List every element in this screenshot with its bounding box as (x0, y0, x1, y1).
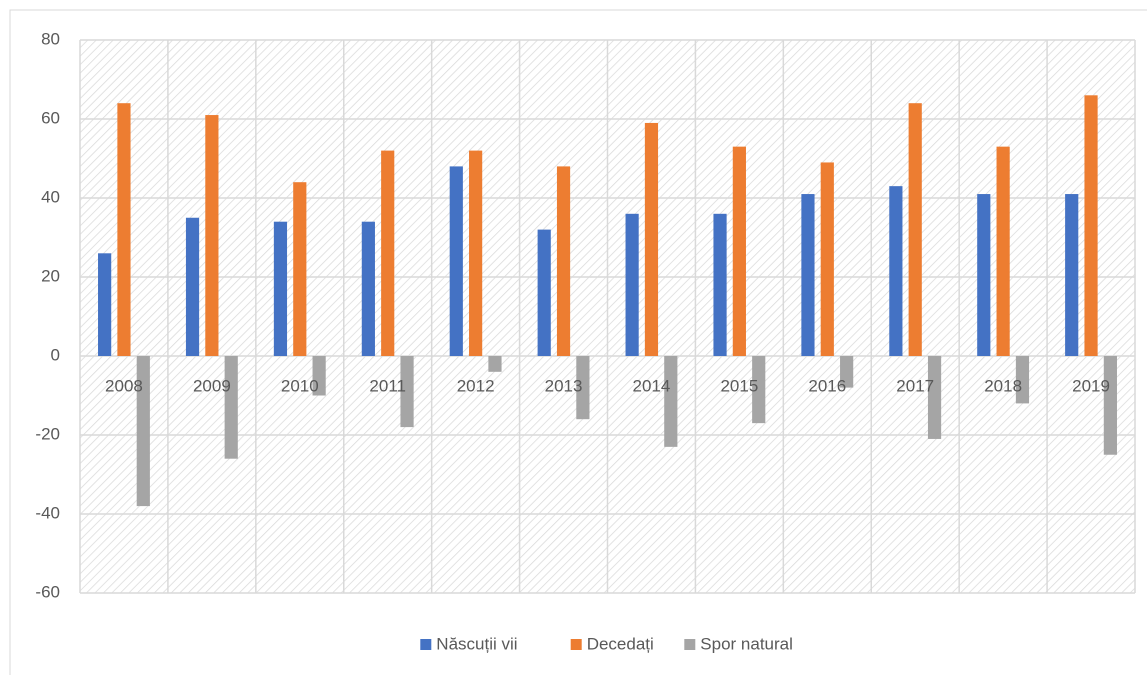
bar (820, 162, 834, 356)
y-tick-label: 0 (51, 345, 60, 364)
x-tick-label: 2013 (545, 376, 583, 395)
y-tick-label: 40 (41, 187, 60, 206)
x-tick-label: 2017 (896, 376, 934, 395)
x-tick-label: 2011 (369, 376, 406, 395)
bar (1084, 95, 1098, 357)
x-tick-label: 2019 (1072, 376, 1110, 395)
legend-swatch (420, 639, 432, 650)
bar (381, 150, 395, 356)
bar (293, 182, 307, 356)
bar (927, 356, 942, 439)
bar (840, 356, 854, 388)
bar (273, 221, 288, 356)
bar (977, 194, 991, 356)
bar (361, 221, 375, 356)
y-tick-label: -40 (35, 503, 60, 522)
bar (537, 229, 551, 356)
legend-label: Spor natural (700, 634, 793, 653)
bar (98, 253, 112, 356)
bar (400, 356, 414, 428)
x-tick-label: 2016 (808, 376, 846, 395)
bar (625, 213, 639, 356)
bar (556, 166, 571, 356)
x-tick-label: 2018 (984, 376, 1022, 395)
bar (1103, 356, 1117, 455)
x-tick-label: 2012 (457, 376, 495, 395)
bar (664, 356, 678, 447)
x-tick-label: 2008 (105, 376, 143, 395)
bar (801, 194, 815, 356)
bar (1065, 194, 1079, 356)
y-tick-label: 60 (41, 108, 60, 127)
bar (469, 150, 483, 356)
legend-label: Născuții vii (436, 634, 517, 653)
y-tick-label: 80 (41, 29, 60, 48)
x-tick-label: 2010 (281, 376, 319, 395)
bar (644, 122, 659, 356)
bar (205, 115, 219, 356)
bar (312, 356, 326, 396)
bar (732, 146, 746, 356)
bar (117, 103, 131, 356)
bar (996, 146, 1010, 356)
legend-label: Decedați (587, 634, 654, 653)
bar (449, 166, 463, 356)
bar (752, 356, 766, 424)
bar (889, 186, 903, 356)
bar (185, 217, 200, 356)
bar (488, 356, 502, 372)
y-tick-label: -20 (35, 424, 60, 443)
bar (136, 356, 150, 507)
bar (713, 213, 727, 356)
legend-swatch (570, 639, 582, 650)
legend: Născuții vii Decedați Spor natural (420, 634, 793, 653)
bar (576, 356, 590, 420)
x-tick-label: 2015 (720, 376, 758, 395)
bar (1015, 356, 1030, 404)
chart-border (9, 9, 1147, 675)
x-tick-label: 2014 (633, 376, 671, 395)
bar (224, 356, 238, 459)
bar (908, 103, 922, 356)
legend-swatch (684, 639, 696, 650)
y-tick-label: 20 (41, 266, 60, 285)
y-tick-label: -60 (35, 582, 60, 601)
x-tick-label: 2009 (193, 376, 231, 395)
